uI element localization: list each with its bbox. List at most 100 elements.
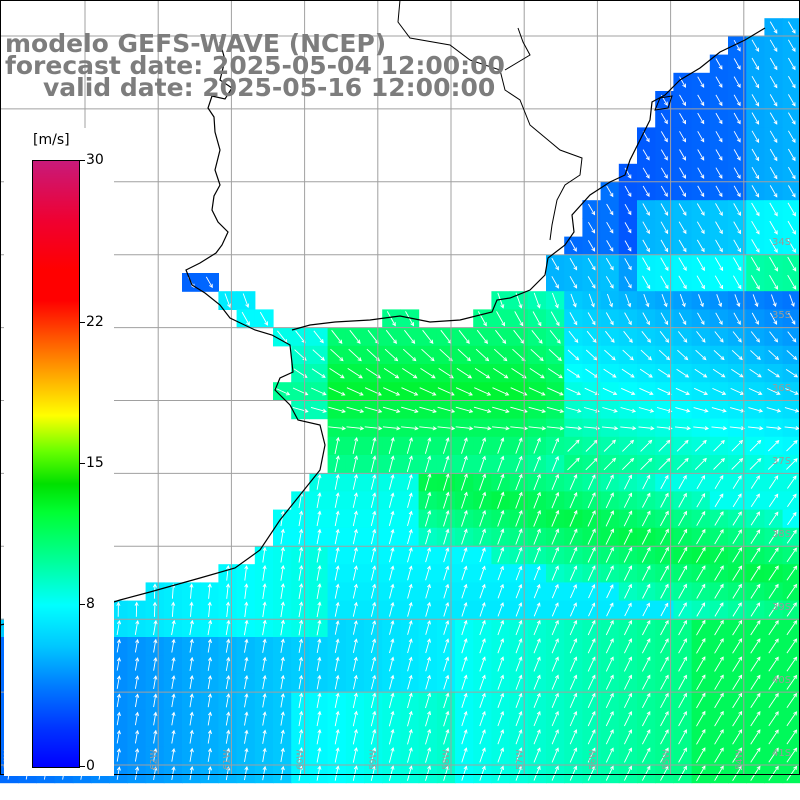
wind-arrow [751, 130, 760, 144]
wind-arrow [262, 674, 267, 690]
wind-arrow [515, 692, 523, 708]
wind-arrow [370, 474, 377, 490]
wind-arrow [389, 565, 395, 581]
wind-arrow [569, 602, 577, 617]
wind-arrow [678, 619, 687, 636]
wind-arrow [749, 439, 762, 452]
wind-arrow [352, 601, 358, 617]
wind-arrow [242, 293, 250, 308]
wind-arrow [116, 601, 121, 617]
wind-arrow [624, 276, 632, 289]
wind-arrow [298, 601, 304, 618]
wind-arrow [207, 711, 213, 726]
wind-arrow [678, 221, 687, 235]
wind-arrow [642, 257, 651, 272]
wind-arrow [715, 58, 723, 70]
wind-arrow [384, 348, 399, 362]
wind-arrow [642, 729, 651, 745]
latitude-tick-label: 37S [772, 456, 791, 467]
wind-arrow [788, 185, 796, 198]
wind-arrow [207, 638, 213, 653]
wind-arrow [660, 474, 669, 490]
wind-arrow [623, 747, 633, 763]
wind-arrow [533, 765, 541, 781]
wind-arrow [316, 619, 322, 636]
wind-arrow [497, 692, 505, 708]
wind-arrow [696, 257, 705, 272]
wind-arrow [623, 565, 633, 581]
wind-arrow [660, 257, 669, 272]
wind-arrow [205, 276, 213, 289]
wind-arrow [768, 529, 779, 544]
wind-arrow [352, 710, 358, 727]
wind-arrow [623, 619, 633, 636]
wind-arrow [492, 406, 510, 414]
wind-arrow [642, 674, 651, 690]
colorbar-tick-mark [79, 463, 85, 464]
wind-arrow [750, 765, 761, 781]
wind-arrow [443, 455, 450, 472]
wind-arrow [733, 94, 741, 107]
wind-arrow [533, 583, 541, 599]
wind-arrow [714, 619, 724, 636]
wind-arrow [587, 510, 596, 527]
wind-arrow [786, 620, 798, 636]
wind-arrow [660, 619, 669, 636]
wind-arrow [280, 638, 285, 653]
wind-arrow [171, 601, 176, 617]
wind-arrow [515, 656, 523, 672]
wind-arrow [407, 492, 413, 508]
wind-arrow [370, 583, 377, 599]
wind-arrow [425, 765, 432, 781]
wind-arrow [620, 426, 637, 431]
wind-arrow [352, 510, 358, 527]
wind-arrow [515, 546, 523, 563]
wind-arrow [515, 473, 523, 491]
wind-arrow [788, 130, 796, 144]
wind-arrow [621, 387, 636, 396]
wind-arrow [768, 711, 779, 727]
wind-arrow [624, 602, 632, 617]
wind-arrow [642, 239, 650, 253]
wind-arrow [656, 407, 673, 413]
wind-arrow [551, 473, 560, 490]
wind-arrow [497, 729, 505, 745]
wind-arrow [624, 185, 632, 197]
wind-arrow [497, 602, 504, 617]
wind-arrow [334, 620, 340, 635]
wind-arrow [768, 475, 779, 489]
wind-arrow [677, 331, 688, 343]
wind-arrow [207, 675, 213, 690]
wind-arrow [533, 473, 541, 491]
wind-arrow [697, 185, 705, 198]
wind-arrow [714, 692, 724, 709]
wind-arrow [587, 257, 596, 271]
wind-arrow [714, 528, 724, 545]
wind-arrow [696, 546, 706, 563]
wind-arrow [477, 311, 487, 327]
wind-arrow [641, 528, 651, 545]
wind-arrow [244, 674, 249, 690]
wind-arrow [660, 112, 668, 125]
wind-arrow [714, 674, 724, 690]
wind-arrow [134, 766, 140, 780]
wind-arrow [497, 638, 505, 654]
wind-arrow [334, 601, 340, 617]
wind-arrow [659, 546, 669, 563]
wind-arrow [497, 565, 504, 581]
wind-arrow [370, 765, 377, 781]
wind-arrow [605, 312, 614, 326]
wind-arrow [244, 747, 249, 762]
wind-arrow [678, 710, 687, 727]
wind-arrow [694, 368, 708, 378]
wind-arrow [733, 149, 741, 161]
wind-arrow [153, 675, 158, 689]
wind-arrow [551, 565, 559, 581]
wind-arrow [153, 747, 158, 762]
wind-speed-cell [782, 36, 800, 56]
wind-arrow [678, 765, 687, 781]
wind-arrow [733, 221, 741, 235]
wind-arrow [786, 440, 798, 452]
wind-arrow [784, 426, 800, 431]
wind-arrow [587, 765, 596, 781]
